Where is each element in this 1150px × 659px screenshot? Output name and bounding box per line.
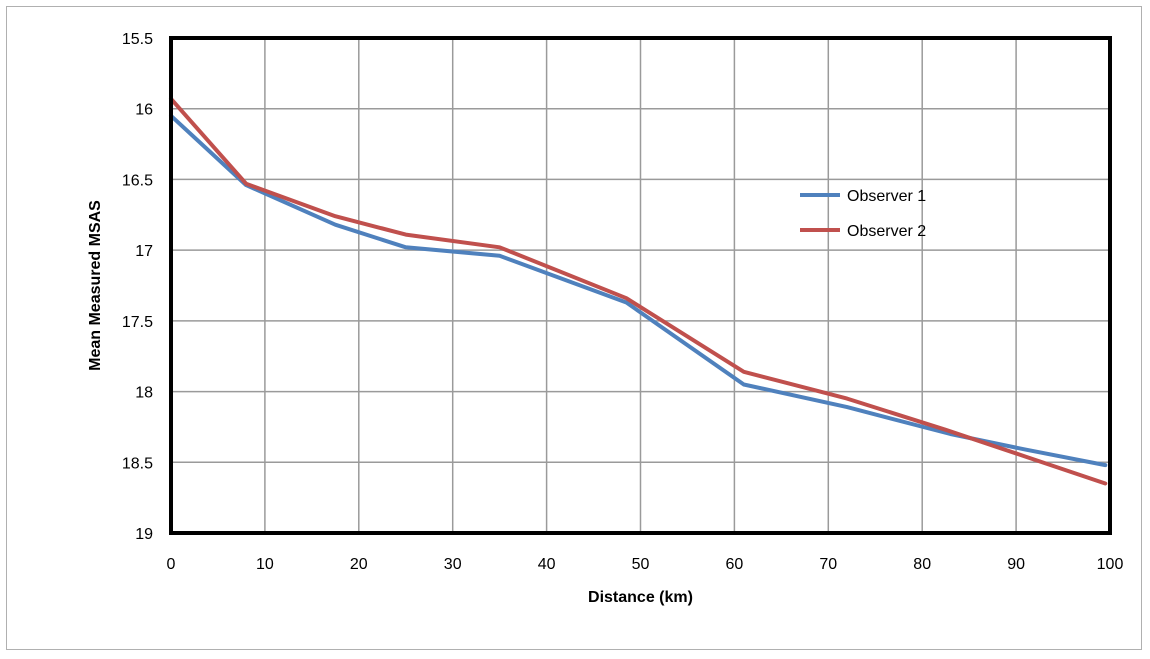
x-tick-label-80: 80 xyxy=(913,556,931,573)
x-tick-label-10: 10 xyxy=(256,556,274,573)
x-tick-label-50: 50 xyxy=(632,556,650,573)
chart-frame xyxy=(6,6,1142,650)
x-tick-label-0: 0 xyxy=(167,556,176,573)
legend-label-observer-1: Observer 1 xyxy=(847,188,926,205)
y-tick-label-17-5: 17.5 xyxy=(122,314,153,331)
series-line-observer-1 xyxy=(169,113,1108,468)
plot-area-border xyxy=(169,36,1112,535)
y-tick-label-16-5: 16.5 xyxy=(122,172,153,189)
y-tick-label-17: 17 xyxy=(135,243,153,260)
y-tick-labels: 15.5 16 16.5 17 17.5 18 18.5 19 xyxy=(122,31,153,543)
x-tick-label-20: 20 xyxy=(350,556,368,573)
x-tick-labels: 0 10 20 30 40 50 60 70 80 90 100 xyxy=(167,556,1124,573)
x-axis-title: Distance (km) xyxy=(588,589,693,606)
x-tick-label-60: 60 xyxy=(726,556,744,573)
y-tick-label-19: 19 xyxy=(135,526,153,543)
grid-lines xyxy=(170,37,1111,534)
y-tick-label-16: 16 xyxy=(135,102,153,119)
series-lines xyxy=(169,96,1108,486)
y-tick-label-18-5: 18.5 xyxy=(122,455,153,472)
x-tick-label-100: 100 xyxy=(1097,556,1124,573)
x-tick-label-30: 30 xyxy=(444,556,462,573)
legend: Observer 1 Observer 2 xyxy=(800,188,926,240)
x-tick-label-90: 90 xyxy=(1007,556,1025,573)
series-line-observer-2 xyxy=(169,96,1108,486)
legend-label-observer-2: Observer 2 xyxy=(847,223,926,240)
y-tick-label-15-5: 15.5 xyxy=(122,31,153,48)
y-axis-title: Mean Measured MSAS xyxy=(87,200,104,371)
x-tick-label-40: 40 xyxy=(538,556,556,573)
y-tick-label-18: 18 xyxy=(135,385,153,402)
x-tick-label-70: 70 xyxy=(819,556,837,573)
